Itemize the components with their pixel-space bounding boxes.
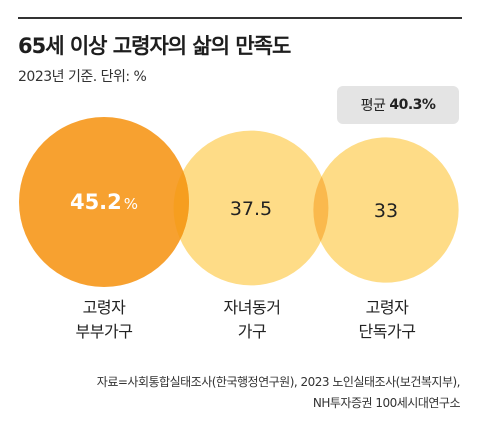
- category-label-couple-line1: 고령자: [82, 298, 126, 317]
- average-value: 40.3%: [389, 97, 436, 113]
- category-label-couple-line2: 부부가구: [75, 322, 133, 341]
- source-note: 자료=사회통합실태조사(한국행정연구원), 2023 노인실태조사(보건복지부)…: [96, 372, 461, 414]
- category-label-with-children-line1: 자녀동거: [223, 298, 281, 317]
- chart-subtitle: 2023년 기준. 단위: %: [18, 69, 147, 85]
- chart-title: 65세 이상 고령자의 삶의 만족도: [18, 34, 291, 58]
- bubble-single: [313, 137, 459, 283]
- bubble-couple: [19, 117, 189, 287]
- category-label-with-children-line2: 가구: [237, 322, 267, 341]
- category-label-single: 고령자 단독가구: [327, 296, 447, 344]
- source-line-1: 자료=사회통합실태조사(한국행정연구원), 2023 노인실태조사(보건복지부)…: [96, 375, 461, 389]
- source-line-2: NH투자증권 100세시대연구소: [312, 396, 461, 410]
- value-label-single: 33: [374, 200, 398, 222]
- top-rule: [18, 17, 462, 19]
- average-label: 평균: [360, 98, 386, 114]
- bubble-with-children: [173, 130, 329, 286]
- value-label-couple: 45.2%: [70, 190, 138, 214]
- value-label-with-children: 37.5: [230, 198, 272, 220]
- category-label-single-line1: 고령자: [365, 298, 409, 317]
- category-label-with-children: 자녀동거 가구: [192, 296, 312, 344]
- category-label-single-line2: 단독가구: [358, 322, 416, 341]
- category-label-couple: 고령자 부부가구: [44, 296, 164, 344]
- average-badge: 평균 40.3%: [337, 86, 459, 124]
